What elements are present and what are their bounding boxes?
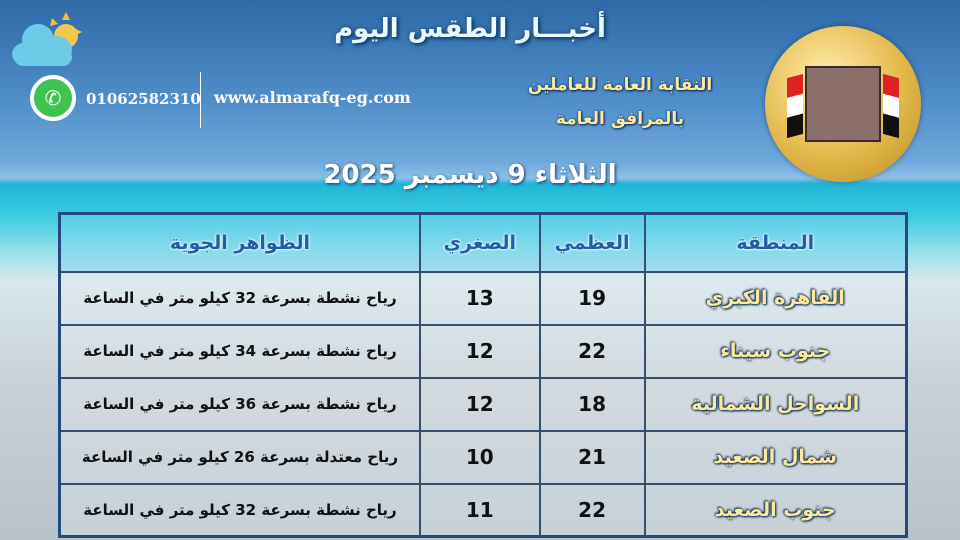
table-row: جنوب سيناء 22 12 رياح نشطة بسرعة 34 كيلو مت…: [58, 323, 908, 379]
union-logo: [765, 26, 921, 182]
cell-max: 21: [538, 429, 646, 485]
cell-max: 22: [538, 482, 646, 538]
organization-name: النقابة العامة للعاملين بالمرافق العامة: [500, 68, 740, 136]
cell-phenomena: رياح نشطة بسرعة 32 كيلو متر في الساعة: [58, 482, 421, 538]
cell-region: السواحل الشمالية: [643, 376, 908, 432]
cell-min: 12: [418, 376, 541, 432]
sun-cloud-icon: [12, 12, 82, 66]
weather-table: المنطقة العظمي الصغري الظواهر الجوية الق…: [58, 212, 908, 538]
whatsapp-icon[interactable]: ✆: [30, 75, 76, 121]
header-min: الصغري: [418, 212, 541, 273]
cell-min: 12: [418, 323, 541, 379]
phone-number: 01062582310: [86, 90, 201, 108]
table-row: شمال الصعيد 21 10 رياح معتدلة بسرعة 26 كيلو…: [58, 429, 908, 485]
cell-phenomena: رياح معتدلة بسرعة 26 كيلو متر في الساعة: [58, 429, 421, 485]
building-emblem: [805, 66, 881, 142]
divider: [200, 72, 201, 128]
cell-region: شمال الصعيد: [643, 429, 908, 485]
website-link[interactable]: www.almarafq-eg.com: [214, 88, 411, 107]
cell-region: القاهرة الكبري: [643, 270, 908, 326]
cell-region: جنوب الصعيد: [643, 482, 908, 538]
table-row: القاهرة الكبري 19 13 رياح نشطة بسرعة 32 كيل…: [58, 270, 908, 326]
cell-max: 18: [538, 376, 646, 432]
cell-phenomena: رياح نشطة بسرعة 32 كيلو متر في الساعة: [58, 270, 421, 326]
header-max: العظمي: [538, 212, 646, 273]
page-title: أخبـــار الطقس اليوم: [334, 14, 606, 44]
header-phenomena: الظواهر الجوية: [58, 212, 421, 273]
cell-min: 13: [418, 270, 541, 326]
table-row: السواحل الشمالية 18 12 رياح نشطة بسرعة 36 ك…: [58, 376, 908, 432]
flag-left: [787, 73, 803, 139]
cell-max: 22: [538, 323, 646, 379]
cell-min: 10: [418, 429, 541, 485]
cell-region: جنوب سيناء: [643, 323, 908, 379]
flag-right: [883, 73, 899, 139]
table-row: جنوب الصعيد 22 11 رياح نشطة بسرعة 32 كيلو م…: [58, 482, 908, 538]
date-heading: الثلاثاء 9 ديسمبر 2025: [323, 160, 617, 190]
org-line-2: بالمرافق العامة: [555, 109, 685, 129]
cell-phenomena: رياح نشطة بسرعة 36 كيلو متر في الساعة: [58, 376, 421, 432]
cell-phenomena: رياح نشطة بسرعة 34 كيلو متر في الساعة: [58, 323, 421, 379]
header-region: المنطقة: [643, 212, 908, 273]
cell-max: 19: [538, 270, 646, 326]
cell-min: 11: [418, 482, 541, 538]
org-line-1: النقابة العامة للعاملين: [527, 75, 713, 95]
